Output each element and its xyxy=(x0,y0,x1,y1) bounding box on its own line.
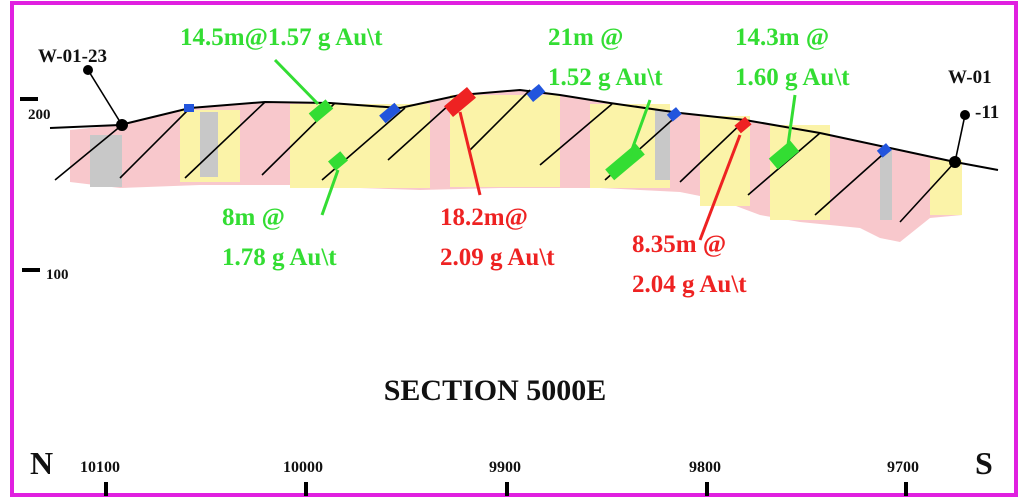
intercept-label: 18.2m@ xyxy=(440,204,528,231)
collar xyxy=(949,156,961,168)
intercept-label: 8m @ xyxy=(222,204,285,231)
north-label: N xyxy=(30,445,53,481)
easting-label: 10000 xyxy=(283,459,323,476)
intercept-label: 21m @ xyxy=(548,24,623,51)
easting-label: 9900 xyxy=(489,459,521,476)
collar xyxy=(116,119,128,131)
hole-label: -11 xyxy=(975,102,999,123)
south-label: S xyxy=(975,445,993,481)
intercept-label: 1.52 g Au\t xyxy=(548,64,663,91)
easting-label: 9700 xyxy=(887,459,919,476)
intercept-label: 1.78 g Au\t xyxy=(222,244,337,271)
intercept-label: 14.3m @ xyxy=(735,24,829,51)
intercept-label: 14.5m@1.57 g Au\t xyxy=(180,24,383,51)
easting-label: 9800 xyxy=(689,459,721,476)
section-diagram: 200 100 xyxy=(0,0,1025,500)
page: 200 100 xyxy=(0,0,1025,500)
easting-label: 10100 xyxy=(80,459,120,476)
intercept-label: 2.04 g Au\t xyxy=(632,271,747,298)
section-title: SECTION 5000E xyxy=(384,374,607,407)
hole-label: W-01 xyxy=(948,67,992,88)
elevation-label: 200 xyxy=(28,107,51,123)
collar-marker xyxy=(960,110,970,120)
intercept-label: 8.35m @ xyxy=(632,231,726,258)
elevation-label: 100 xyxy=(46,267,69,283)
intercept-label: 2.09 g Au\t xyxy=(440,244,555,271)
hole-label: W-01-23 xyxy=(38,46,107,67)
intercept-label: 1.60 g Au\t xyxy=(735,64,850,91)
